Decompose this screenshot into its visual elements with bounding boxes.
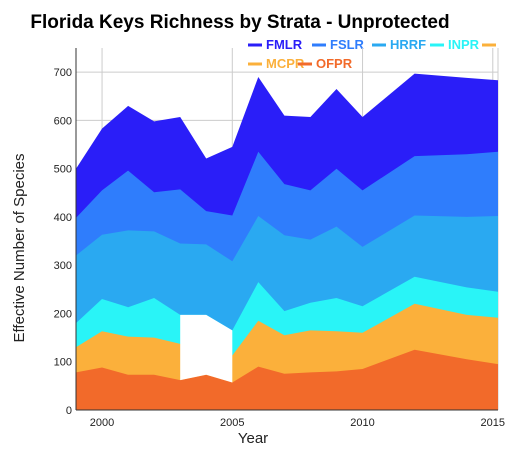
- chart-title: Florida Keys Richness by Strata - Unprot…: [30, 12, 449, 33]
- legend-label-fslr: FSLR: [330, 37, 365, 52]
- y-axis-label: Effective Number of Species: [11, 154, 28, 343]
- y-tick-label: 400: [54, 212, 72, 224]
- y-tick-label: 700: [54, 67, 72, 79]
- x-tick-label: 2010: [350, 417, 374, 429]
- y-tick-label: 100: [54, 357, 72, 369]
- legend-label-inpr: INPR: [448, 37, 480, 52]
- axes: [75, 48, 498, 411]
- tick-labels: 0 100 200 300 400 500 600 700 2000 2005 2010 2015: [54, 67, 505, 429]
- y-tick-label: 200: [54, 308, 72, 320]
- x-tick-label: 2015: [481, 417, 505, 429]
- area-ofpr: [76, 349, 498, 410]
- legend-label-mcpr: MCPR: [266, 56, 305, 71]
- y-tick-label: 300: [54, 260, 72, 272]
- y-tick-label: 600: [54, 115, 72, 127]
- legend-label-ofpr: OFPR: [316, 56, 353, 71]
- y-tick-label: 500: [54, 164, 72, 176]
- missing-data-gap-0: [180, 314, 233, 383]
- chart-legend: FMLR FSLR HRRF INPR MCPR OFPR: [248, 37, 496, 71]
- legend-label-fmlr: FMLR: [266, 37, 303, 52]
- area-series-group: [76, 73, 498, 411]
- x-tick-label: 2005: [220, 417, 244, 429]
- y-tick-label: 0: [66, 405, 72, 417]
- x-axis-label: Year: [238, 430, 268, 447]
- legend-label-hrrf: HRRF: [390, 37, 426, 52]
- x-tick-label: 2000: [90, 417, 114, 429]
